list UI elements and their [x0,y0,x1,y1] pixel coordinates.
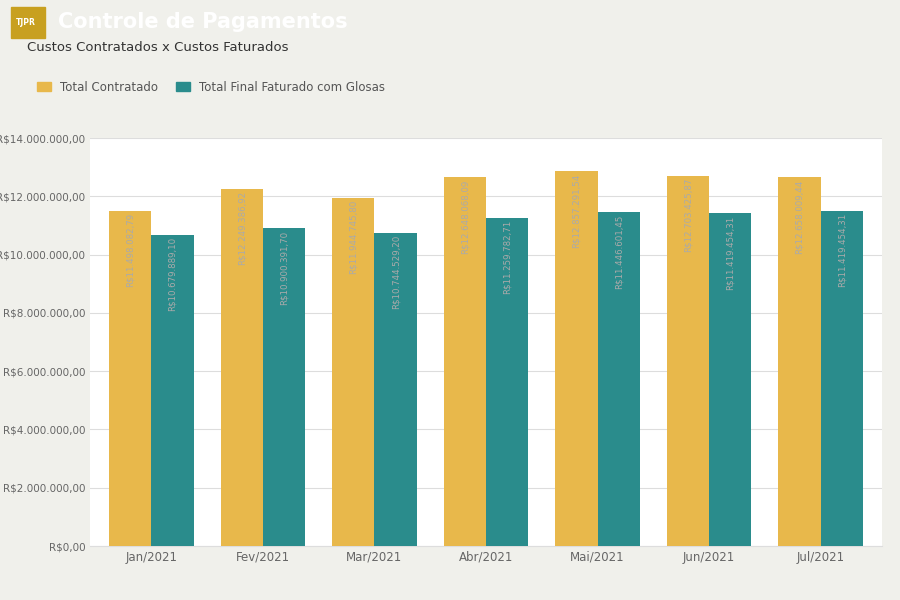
Legend: Total Contratado, Total Final Faturado com Glosas: Total Contratado, Total Final Faturado c… [37,80,385,94]
Text: R$11.498.082,79: R$11.498.082,79 [126,213,135,287]
Text: Custos Contratados x Custos Faturados: Custos Contratados x Custos Faturados [27,41,289,54]
Bar [778,177,821,546]
Text: R$11.419.454,31: R$11.419.454,31 [837,213,846,287]
Text: R$10.900.391,70: R$10.900.391,70 [280,230,289,305]
Text: R$11.419.454,31: R$11.419.454,31 [725,215,734,290]
Text: R$12.249.386,92: R$12.249.386,92 [238,191,247,265]
Bar [332,198,374,546]
Bar [263,229,305,546]
Bar [667,176,709,546]
Text: R$11.446.601,45: R$11.446.601,45 [614,215,623,289]
Bar [151,235,194,546]
Text: R$10.744.529,20: R$10.744.529,20 [392,235,400,310]
Text: R$10.679.889,10: R$10.679.889,10 [168,237,177,311]
Bar [486,218,528,546]
Bar [709,213,752,546]
Text: Controle de Pagamentos: Controle de Pagamentos [58,13,348,32]
Text: R$12.658.009,44: R$12.658.009,44 [795,179,804,254]
Text: R$11.259.782,71: R$11.259.782,71 [503,220,512,295]
Text: TJPR: TJPR [16,18,36,27]
Bar [220,189,263,546]
Bar [109,211,151,546]
Text: R$11.944.745,80: R$11.944.745,80 [349,200,358,274]
Bar [374,233,417,546]
Text: R$12.857.291,54: R$12.857.291,54 [572,173,580,248]
Bar [444,178,486,546]
Text: R$12.648.068,09: R$12.648.068,09 [460,180,469,254]
Bar [821,211,863,546]
Bar [11,7,45,38]
Text: R$12.703.425,87: R$12.703.425,87 [683,178,692,253]
Bar [555,172,598,546]
Bar [598,212,640,546]
